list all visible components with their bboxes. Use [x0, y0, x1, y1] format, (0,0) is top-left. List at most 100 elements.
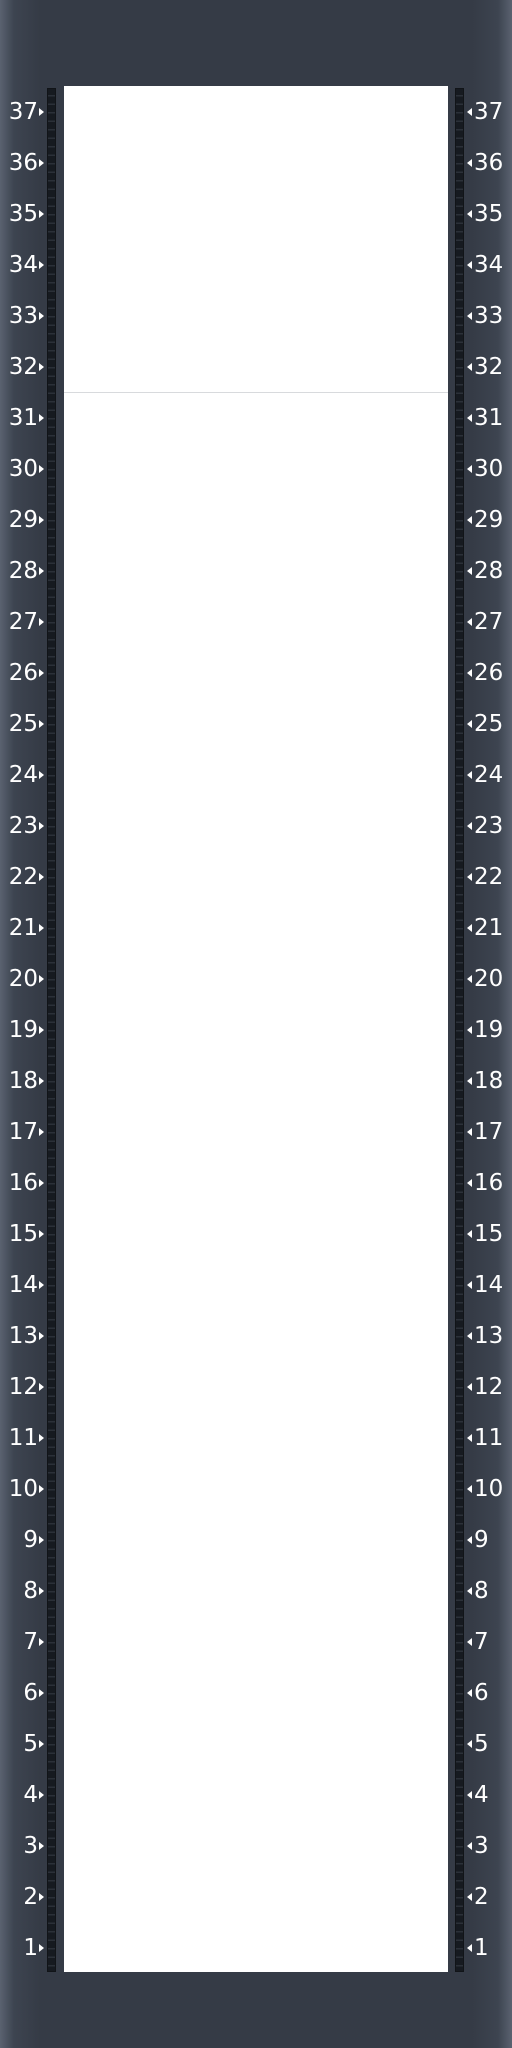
unit-arrow-right-icon [39, 1944, 44, 1952]
unit-arrow-right-icon [39, 1740, 44, 1748]
unit-arrow-right-icon [39, 822, 44, 830]
unit-arrow-right-icon [39, 567, 44, 575]
unit-label-right-5: 5 [474, 1731, 489, 1757]
unit-label-right-18: 18 [474, 1068, 504, 1094]
unit-label-right-23: 23 [474, 813, 504, 839]
unit-label-right-33: 33 [474, 303, 504, 329]
unit-arrow-left-icon [467, 1893, 472, 1901]
unit-arrow-left-icon [467, 1587, 472, 1595]
unit-arrow-left-icon [467, 1536, 472, 1544]
unit-label-right-27: 27 [474, 609, 504, 635]
unit-arrow-right-icon [39, 210, 44, 218]
unit-arrow-right-icon [39, 1434, 44, 1442]
unit-label-right-17: 17 [474, 1119, 504, 1145]
unit-label-right-3: 3 [474, 1833, 489, 1859]
unit-arrow-right-icon [39, 465, 44, 473]
unit-label-left-34: 34 [8, 252, 38, 278]
unit-label-left-1: 1 [23, 1935, 38, 1961]
unit-label-left-35: 35 [8, 201, 38, 227]
unit-arrow-left-icon [467, 975, 472, 983]
unit-label-left-29: 29 [8, 507, 38, 533]
unit-arrow-left-icon [467, 720, 472, 728]
unit-label-right-15: 15 [474, 1221, 504, 1247]
unit-label-left-37: 37 [8, 99, 38, 125]
unit-label-left-4: 4 [23, 1782, 38, 1808]
unit-arrow-right-icon [39, 1587, 44, 1595]
unit-arrow-right-icon [39, 924, 44, 932]
unit-arrow-right-icon [39, 1281, 44, 1289]
unit-label-right-30: 30 [474, 456, 504, 482]
unit-arrow-left-icon [467, 1689, 472, 1697]
unit-arrow-left-icon [467, 1383, 472, 1391]
unit-arrow-left-icon [467, 465, 472, 473]
left-mounting-rail [47, 88, 56, 1972]
unit-arrow-right-icon [39, 873, 44, 881]
unit-label-left-30: 30 [8, 456, 38, 482]
unit-arrow-right-icon [39, 771, 44, 779]
unit-label-right-35: 35 [474, 201, 504, 227]
unit-arrow-right-icon [39, 1689, 44, 1697]
unit-arrow-right-icon [39, 1230, 44, 1238]
unit-label-right-10: 10 [474, 1476, 504, 1502]
unit-label-right-4: 4 [474, 1782, 489, 1808]
unit-arrow-left-icon [467, 1485, 472, 1493]
unit-label-right-24: 24 [474, 762, 504, 788]
unit-label-right-29: 29 [474, 507, 504, 533]
unit-label-left-21: 21 [8, 915, 38, 941]
unit-arrow-left-icon [467, 771, 472, 779]
unit-arrow-right-icon [39, 1842, 44, 1850]
unit-arrow-right-icon [39, 1026, 44, 1034]
installed-device-unit-37-32[interactable] [64, 86, 448, 392]
unit-label-left-22: 22 [8, 864, 38, 890]
unit-label-left-7: 7 [23, 1629, 38, 1655]
right-mounting-rail [455, 88, 464, 1972]
unit-label-right-31: 31 [474, 405, 504, 431]
unit-label-left-15: 15 [8, 1221, 38, 1247]
unit-label-left-2: 2 [23, 1884, 38, 1910]
unit-label-right-36: 36 [474, 150, 504, 176]
unit-label-left-3: 3 [23, 1833, 38, 1859]
unit-label-right-7: 7 [474, 1629, 489, 1655]
unit-arrow-right-icon [39, 618, 44, 626]
unit-arrow-right-icon [39, 1791, 44, 1799]
unit-arrow-left-icon [467, 1842, 472, 1850]
unit-arrow-left-icon [467, 1791, 472, 1799]
unit-label-right-1: 1 [474, 1935, 489, 1961]
unit-label-right-12: 12 [474, 1374, 504, 1400]
unit-arrow-right-icon [39, 516, 44, 524]
unit-arrow-left-icon [467, 159, 472, 167]
unit-arrow-left-icon [467, 924, 472, 932]
unit-label-left-11: 11 [8, 1425, 38, 1451]
unit-label-left-14: 14 [8, 1272, 38, 1298]
unit-arrow-right-icon [39, 1128, 44, 1136]
unit-arrow-left-icon [467, 1077, 472, 1085]
unit-label-right-20: 20 [474, 966, 504, 992]
unit-arrow-left-icon [467, 516, 472, 524]
unit-arrow-left-icon [467, 1179, 472, 1187]
unit-label-left-19: 19 [8, 1017, 38, 1043]
unit-label-right-22: 22 [474, 864, 504, 890]
unit-label-left-27: 27 [8, 609, 38, 635]
rack-bay[interactable] [64, 86, 448, 1972]
unit-arrow-right-icon [39, 1536, 44, 1544]
unit-label-left-31: 31 [8, 405, 38, 431]
unit-arrow-right-icon [39, 1332, 44, 1340]
unit-label-right-19: 19 [474, 1017, 504, 1043]
unit-arrow-right-icon [39, 108, 44, 116]
unit-arrow-left-icon [467, 873, 472, 881]
unit-label-right-28: 28 [474, 558, 504, 584]
unit-label-right-37: 37 [474, 99, 504, 125]
unit-arrow-left-icon [467, 1281, 472, 1289]
unit-arrow-right-icon [39, 363, 44, 371]
unit-label-left-33: 33 [8, 303, 38, 329]
unit-label-left-13: 13 [8, 1323, 38, 1349]
unit-arrow-right-icon [39, 720, 44, 728]
unit-arrow-left-icon [467, 1128, 472, 1136]
unit-arrow-right-icon [39, 1383, 44, 1391]
unit-label-left-32: 32 [8, 354, 38, 380]
unit-label-right-2: 2 [474, 1884, 489, 1910]
unit-arrow-right-icon [39, 159, 44, 167]
unit-label-right-25: 25 [474, 711, 504, 737]
rack-bottom-panel [0, 1972, 512, 2048]
